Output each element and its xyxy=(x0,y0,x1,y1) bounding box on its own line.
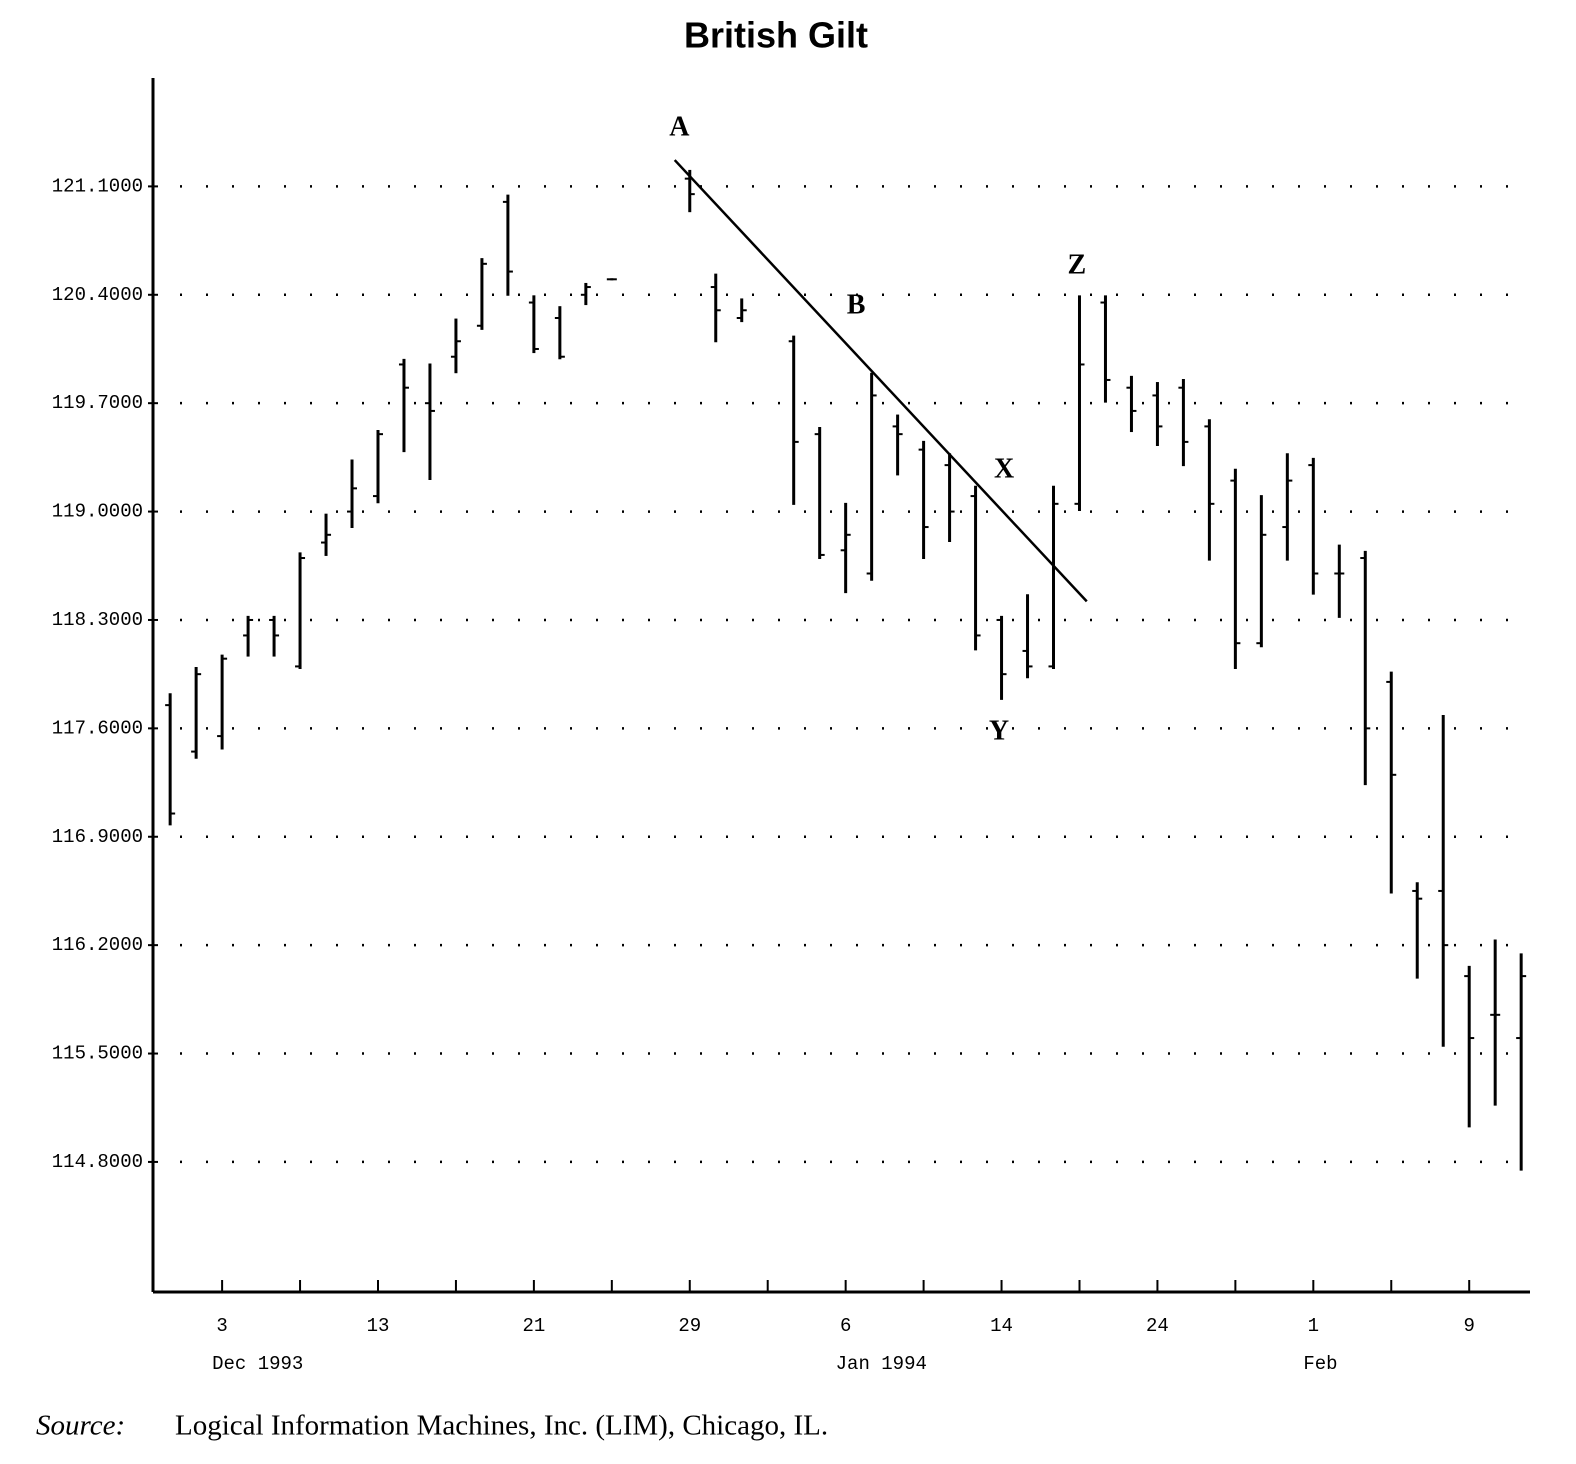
x-tick-label: 9 xyxy=(1464,1315,1475,1337)
x-tick-label: 14 xyxy=(990,1315,1013,1337)
chart-title: British Gilt xyxy=(684,15,868,56)
x-tick-label: 13 xyxy=(367,1315,390,1337)
trendline xyxy=(673,159,1088,603)
y-tick-label: 114.8000 xyxy=(52,1151,143,1173)
x-group-label: Dec 1993 xyxy=(212,1353,303,1375)
y-tick-label: 116.9000 xyxy=(52,826,143,848)
annotation: X xyxy=(994,454,1014,485)
y-tick-label: 119.7000 xyxy=(52,392,143,414)
y-tick-label: 121.1000 xyxy=(52,175,143,197)
x-tick-label: 6 xyxy=(840,1315,851,1337)
x-tick-label: 29 xyxy=(678,1315,701,1337)
x-tick-label: 3 xyxy=(216,1315,227,1337)
annotation: Z xyxy=(1068,249,1087,280)
annotation: B xyxy=(847,290,866,321)
x-group-label: Jan 1994 xyxy=(836,1353,927,1375)
x-tick-label: 1 xyxy=(1308,1315,1319,1337)
annotation: A xyxy=(669,112,690,143)
y-tick-label: 115.5000 xyxy=(52,1043,143,1065)
annotation: Y xyxy=(989,715,1009,746)
y-tick-label: 118.3000 xyxy=(52,609,143,631)
y-tick-label: 117.6000 xyxy=(52,717,143,739)
y-tick-label: 119.0000 xyxy=(52,501,143,523)
x-tick-label: 21 xyxy=(522,1315,545,1337)
x-tick-label: 24 xyxy=(1146,1315,1169,1337)
y-tick-label: 120.4000 xyxy=(52,284,143,306)
x-group-label: Feb xyxy=(1303,1353,1337,1375)
y-tick-label: 116.2000 xyxy=(52,934,143,956)
source-label: Source: xyxy=(36,1410,125,1442)
source: Logical Information Machines, Inc. (LIM)… xyxy=(175,1410,828,1442)
